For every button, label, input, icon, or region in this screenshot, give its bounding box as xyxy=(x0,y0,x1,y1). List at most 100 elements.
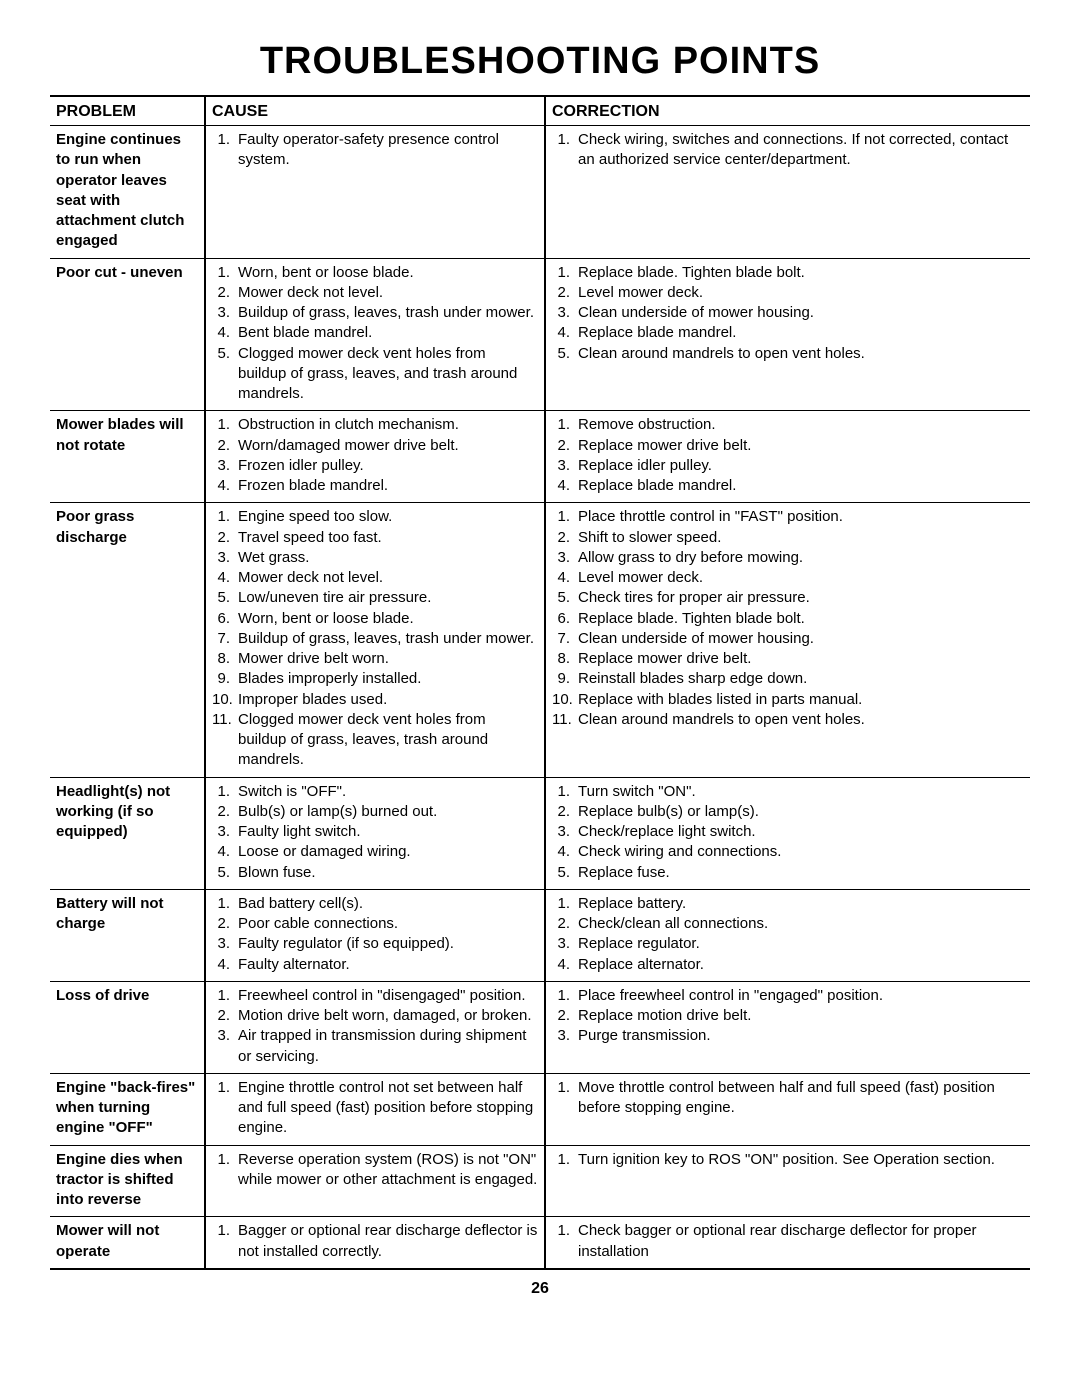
item-text: Reinstall blades sharp edge down. xyxy=(578,669,1024,689)
item-number: 3. xyxy=(552,822,578,842)
item-text: Air trapped in transmission during shipm… xyxy=(238,1026,538,1067)
item-number: 7. xyxy=(552,629,578,649)
cause-cell: 1.Engine throttle control not set betwee… xyxy=(205,1073,545,1145)
item-number: 3. xyxy=(212,456,238,476)
item-text: Clean underside of mower housing. xyxy=(578,629,1024,649)
list-item: 1.Freewheel control in "disengaged" posi… xyxy=(212,986,538,1006)
item-text: Replace battery. xyxy=(578,894,1024,914)
item-number: 3. xyxy=(212,822,238,842)
list-item: 2.Replace motion drive belt. xyxy=(552,1006,1024,1026)
item-text: Replace bulb(s) or lamp(s). xyxy=(578,802,1024,822)
item-text: Loose or damaged wiring. xyxy=(238,842,538,862)
item-text: Improper blades used. xyxy=(238,690,538,710)
list-item: 5.Clean around mandrels to open vent hol… xyxy=(552,344,1024,364)
item-text: Place throttle control in "FAST" positio… xyxy=(578,507,1024,527)
header-cause: CAUSE xyxy=(205,96,545,126)
correction-cell: 1.Turn switch "ON".2.Replace bulb(s) or … xyxy=(545,777,1030,889)
item-text: Check bagger or optional rear discharge … xyxy=(578,1221,1024,1262)
cause-cell: 1.Reverse operation system (ROS) is not … xyxy=(205,1145,545,1217)
item-number: 1. xyxy=(212,782,238,802)
list-item: 7.Buildup of grass, leaves, trash under … xyxy=(212,629,538,649)
item-number: 1. xyxy=(552,415,578,435)
item-text: Blown fuse. xyxy=(238,863,538,883)
item-text: Bagger or optional rear discharge deflec… xyxy=(238,1221,538,1262)
item-text: Replace blade. Tighten blade bolt. xyxy=(578,263,1024,283)
list-item: 3.Replace regulator. xyxy=(552,934,1024,954)
item-text: Poor cable connections. xyxy=(238,914,538,934)
list-item: 1.Worn, bent or loose blade. xyxy=(212,263,538,283)
list-item: 3.Faulty regulator (if so equipped). xyxy=(212,934,538,954)
item-number: 1. xyxy=(212,986,238,1006)
item-text: Replace fuse. xyxy=(578,863,1024,883)
correction-cell: 1.Check bagger or optional rear discharg… xyxy=(545,1217,1030,1269)
item-text: Replace blade. Tighten blade bolt. xyxy=(578,609,1024,629)
problem-cell: Headlight(s) not working (if so equipped… xyxy=(50,777,205,889)
item-text: Replace idler pulley. xyxy=(578,456,1024,476)
list-item: 1.Place throttle control in "FAST" posit… xyxy=(552,507,1024,527)
item-text: Faulty operator-safety presence control … xyxy=(238,130,538,171)
problem-cell: Engine dies when tractor is shifted into… xyxy=(50,1145,205,1217)
item-number: 4. xyxy=(212,842,238,862)
item-number: 4. xyxy=(212,955,238,975)
item-number: 9. xyxy=(552,669,578,689)
item-number: 6. xyxy=(212,609,238,629)
page-title: TROUBLESHOOTING POINTS xyxy=(50,40,1030,83)
item-number: 2. xyxy=(212,1006,238,1026)
item-text: Reverse operation system (ROS) is not "O… xyxy=(238,1150,538,1191)
table-row: Mower will not operate1.Bagger or option… xyxy=(50,1217,1030,1269)
item-number: 10. xyxy=(212,690,238,710)
list-item: 9.Reinstall blades sharp edge down. xyxy=(552,669,1024,689)
item-text: Level mower deck. xyxy=(578,283,1024,303)
list-item: 3.Air trapped in transmission during shi… xyxy=(212,1026,538,1067)
item-number: 1. xyxy=(552,986,578,1006)
item-number: 2. xyxy=(212,528,238,548)
list-item: 1.Move throttle control between half and… xyxy=(552,1078,1024,1119)
troubleshooting-table: PROBLEM CAUSE CORRECTION Engine continue… xyxy=(50,95,1030,1270)
list-item: 4.Check wiring and connections. xyxy=(552,842,1024,862)
correction-cell: 1.Replace blade. Tighten blade bolt.2.Le… xyxy=(545,258,1030,411)
item-number: 11. xyxy=(212,710,238,730)
list-item: 5.Blown fuse. xyxy=(212,863,538,883)
header-problem: PROBLEM xyxy=(50,96,205,126)
item-number: 3. xyxy=(212,303,238,323)
list-item: 3.Replace idler pulley. xyxy=(552,456,1024,476)
cause-cell: 1.Switch is "OFF".2.Bulb(s) or lamp(s) b… xyxy=(205,777,545,889)
problem-cell: Engine continues to run when operator le… xyxy=(50,126,205,259)
item-number: 2. xyxy=(552,528,578,548)
item-number: 2. xyxy=(212,283,238,303)
item-number: 4. xyxy=(552,568,578,588)
list-item: 8.Mower drive belt worn. xyxy=(212,649,538,669)
table-row: Poor grass discharge1.Engine speed too s… xyxy=(50,503,1030,777)
problem-cell: Poor cut - uneven xyxy=(50,258,205,411)
item-number: 1. xyxy=(212,415,238,435)
item-text: Replace mower drive belt. xyxy=(578,436,1024,456)
table-row: Engine continues to run when operator le… xyxy=(50,126,1030,259)
item-number: 2. xyxy=(212,802,238,822)
table-row: Poor cut - uneven 1.Worn, bent or loose b… xyxy=(50,258,1030,411)
item-text: Move throttle control between half and f… xyxy=(578,1078,1024,1119)
list-item: 1.Place freewheel control in "engaged" p… xyxy=(552,986,1024,1006)
list-item: 4.Replace alternator. xyxy=(552,955,1024,975)
correction-cell: 1.Place throttle control in "FAST" posit… xyxy=(545,503,1030,777)
list-item: 6.Replace blade. Tighten blade bolt. xyxy=(552,609,1024,629)
item-text: Mower deck not level. xyxy=(238,568,538,588)
list-item: 1.Bad battery cell(s). xyxy=(212,894,538,914)
correction-cell: 1.Place freewheel control in "engaged" p… xyxy=(545,981,1030,1073)
item-number: 3. xyxy=(212,934,238,954)
item-text: Blades improperly installed. xyxy=(238,669,538,689)
list-item: 2.Mower deck not level. xyxy=(212,283,538,303)
list-item: 4.Bent blade mandrel. xyxy=(212,323,538,343)
cause-cell: 1.Engine speed too slow.2.Travel speed t… xyxy=(205,503,545,777)
list-item: 1.Obstruction in clutch mechanism. xyxy=(212,415,538,435)
correction-cell: 1.Check wiring, switches and connections… xyxy=(545,126,1030,259)
correction-cell: 1.Remove obstruction.2.Replace mower dri… xyxy=(545,411,1030,503)
item-text: Replace alternator. xyxy=(578,955,1024,975)
list-item: 1.Switch is "OFF". xyxy=(212,782,538,802)
item-number: 2. xyxy=(552,802,578,822)
item-text: Turn switch "ON". xyxy=(578,782,1024,802)
list-item: 5.Low/uneven tire air pressure. xyxy=(212,588,538,608)
table-row: Mower blades will not rotate1.Obstructio… xyxy=(50,411,1030,503)
header-correction: CORRECTION xyxy=(545,96,1030,126)
list-item: 1.Engine speed too slow. xyxy=(212,507,538,527)
item-number: 4. xyxy=(552,842,578,862)
